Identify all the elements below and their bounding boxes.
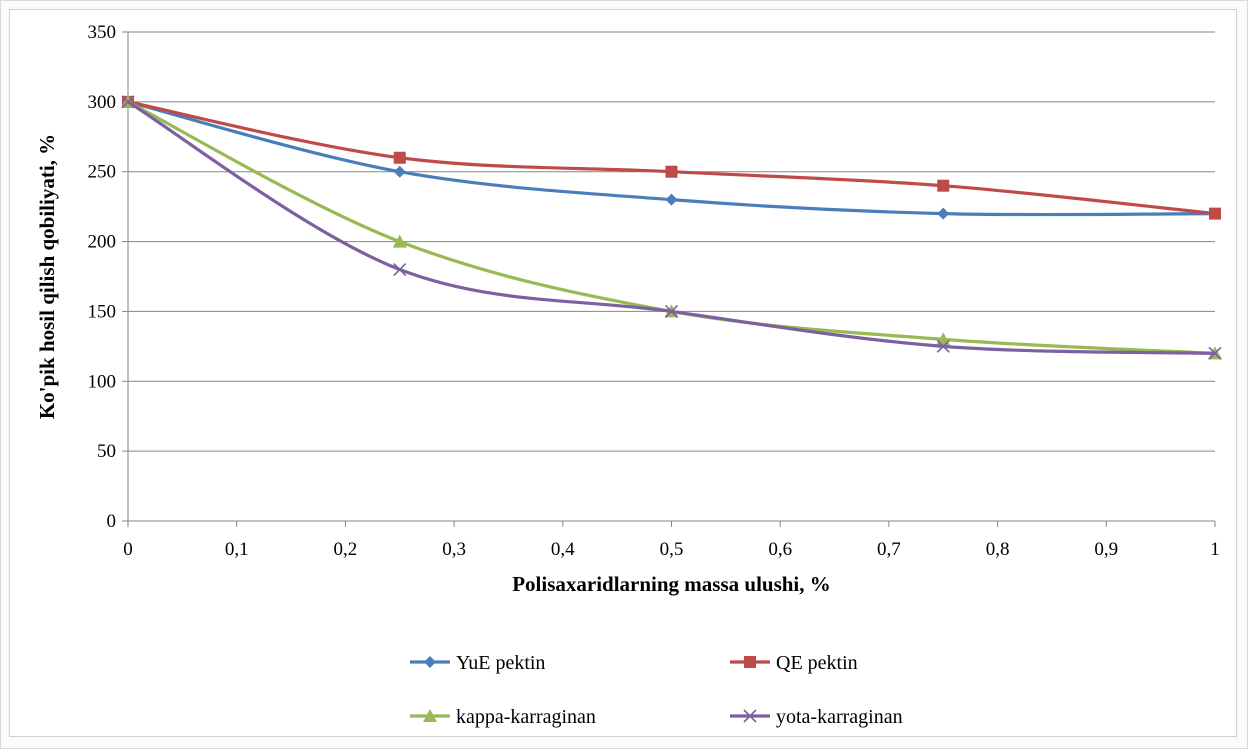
series-1: [122, 95, 1221, 220]
y-tick-label: 250: [88, 162, 117, 183]
legend-marker: [744, 656, 756, 668]
y-tick-label: 0: [107, 511, 117, 532]
x-tick-label: 0,3: [442, 539, 466, 560]
y-axis-title: Ko'pik hosil qilish qobiliyati, %: [35, 134, 59, 419]
y-tick-label: 300: [88, 92, 117, 113]
x-tick-label: 0: [123, 539, 133, 560]
x-tick-label: 0,5: [660, 539, 684, 560]
y-tick-label: 100: [88, 371, 117, 392]
data-point: [121, 95, 135, 109]
data-point: [665, 165, 678, 178]
gridlines: [128, 31, 1215, 452]
data-point: [937, 207, 950, 220]
legend-item: QE pektin: [730, 652, 858, 674]
y-tick-label: 150: [88, 301, 117, 322]
x-tick-label: 0,8: [986, 539, 1010, 560]
x-tick-label: 0,9: [1094, 539, 1118, 560]
y-tick-label: 350: [88, 22, 117, 43]
chart-svg: 0 50 100 150 200 250 300 350 0 0,1 0,2 0,3 0,4 0,5 0,6…: [35, 22, 1222, 728]
legend-item: yota-karraginan: [730, 706, 903, 728]
legend-label: YuE pektin: [456, 652, 545, 674]
data-point: [936, 339, 950, 353]
y-tick-label: 50: [97, 441, 116, 462]
legend-label: QE pektin: [776, 652, 858, 674]
legend-marker: [743, 709, 757, 723]
legend-label: yota-karraginan: [776, 706, 903, 728]
legend-item: YuE pektin: [410, 652, 545, 674]
x-tick-label: 0,7: [877, 539, 901, 560]
x-tick-label: 1: [1210, 539, 1220, 560]
x-tick-label: 0,6: [768, 539, 792, 560]
data-point: [937, 179, 950, 192]
data-point: [393, 151, 406, 164]
legend-item: kappa-karraginan: [410, 706, 596, 728]
y-tick-label: 200: [88, 232, 117, 253]
data-point: [1208, 346, 1222, 360]
data-point: [664, 304, 679, 318]
series-4: [121, 95, 1222, 360]
data-point: [393, 262, 407, 277]
data-point: [1209, 207, 1221, 220]
legend-marker: [423, 709, 437, 722]
data-point: [665, 193, 678, 206]
chart-area: 0 50 100 150 200 250 300 350 0 0,1 0,2 0,3 0,4 0,5 0,6…: [9, 9, 1237, 737]
series-group: [121, 94, 1222, 360]
axes: 0 50 100 150 200 250 300 350 0 0,1 0,2 0,3 0,4 0,5 0,6…: [88, 22, 1220, 560]
x-axis-title: Polisaxaridlarning massa ulushi, %: [512, 572, 831, 596]
legend-marker: [424, 656, 436, 668]
legend-label: kappa-karraginan: [456, 706, 596, 728]
series-3: [121, 94, 1222, 360]
x-tick-label: 0,2: [334, 539, 358, 560]
x-tick-label: 0,1: [225, 539, 249, 560]
data-point: [392, 234, 407, 248]
data-point: [393, 165, 406, 178]
x-tick-label: 0,4: [551, 539, 575, 560]
legend: YuE pektin QE pektin kappa-karraginan yota-…: [410, 652, 903, 728]
